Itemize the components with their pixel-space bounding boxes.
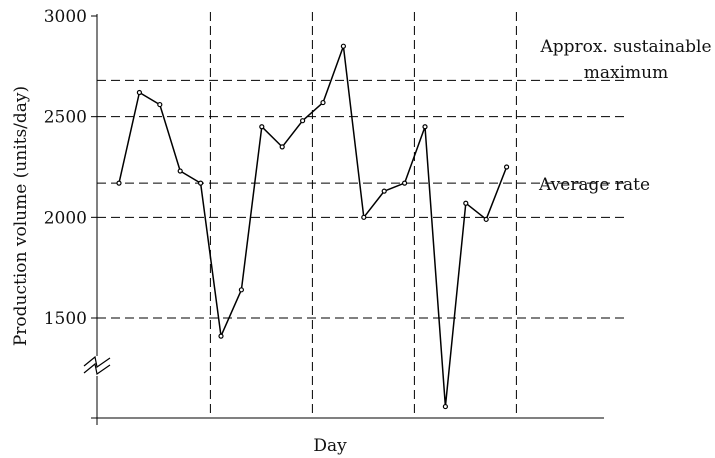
axis-break-symbol — [82, 355, 112, 376]
data-point-day-11 — [320, 99, 326, 106]
axes — [82, 14, 604, 425]
data-point-day-14 — [381, 188, 387, 194]
data-point-day-13 — [361, 214, 367, 220]
data-point-day-17 — [442, 403, 448, 410]
data-point-day-5 — [198, 180, 204, 186]
grid-lines — [97, 12, 624, 418]
data-point-day-4 — [177, 168, 183, 174]
y-tick-labels: 1500 2000 2500 3000 — [44, 7, 97, 329]
data-point-day-20 — [504, 164, 510, 170]
data-point-day-18 — [463, 200, 469, 206]
data-point-day-7 — [238, 287, 244, 293]
data-point-day-9 — [279, 144, 285, 150]
x-axis-title: Day — [313, 436, 347, 456]
data-point-day-8 — [259, 124, 265, 130]
data-point-day-12 — [340, 43, 346, 49]
data-point-day-19 — [483, 216, 489, 222]
series-line — [118, 45, 508, 408]
y-tick-label-2000: 2000 — [44, 208, 87, 228]
production-series — [116, 43, 510, 410]
reference-label-average: Average rate — [538, 175, 650, 195]
data-point-day-15 — [402, 180, 408, 186]
data-point-day-6 — [218, 333, 224, 339]
y-tick-label-3000: 3000 — [44, 7, 87, 27]
data-point-day-10 — [300, 118, 306, 124]
data-point-day-3 — [157, 101, 163, 108]
data-point-day-16 — [422, 124, 428, 130]
reference-label-sustainable-max-line1: Approx. sustainable — [539, 37, 711, 57]
y-tick-label-1500: 1500 — [44, 309, 87, 329]
data-point-day-2 — [136, 89, 142, 96]
y-tick-label-2500: 2500 — [44, 108, 87, 128]
reference-labels: Approx. sustainable maximum Average rate — [538, 37, 712, 195]
y-axis-title: Production volume (units/day) — [11, 86, 31, 346]
reference-label-sustainable-max-line2: maximum — [584, 63, 668, 83]
data-point-day-1 — [116, 180, 122, 186]
